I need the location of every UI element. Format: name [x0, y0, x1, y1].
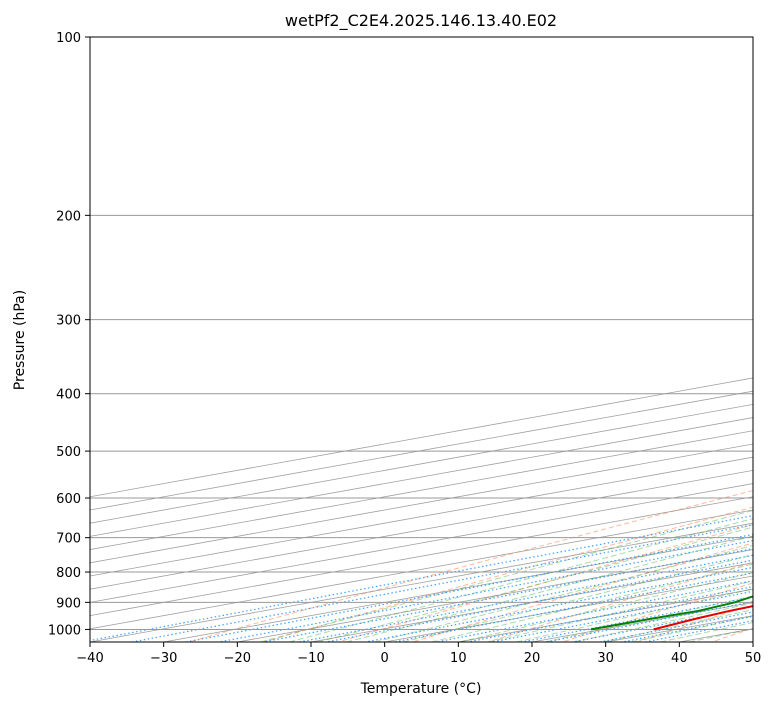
isotherm-line — [458, 588, 753, 642]
y-axis-label: Pressure (hPa) — [12, 290, 28, 390]
moist-adiabat-line — [516, 588, 753, 642]
isotherm-line — [90, 496, 753, 617]
moist-adiabat-line — [317, 526, 753, 642]
y-tick-label: 400 — [56, 388, 81, 403]
y-tick-label: 1000 — [48, 623, 81, 638]
dewpoint-line — [590, 595, 753, 631]
moist-adiabat-line — [602, 609, 753, 642]
dry-adiabat-line — [263, 506, 753, 642]
y-tick-label: 100 — [56, 31, 81, 46]
x-axis: −40 −30 −20 −10 0 10 20 30 40 50 — [76, 642, 761, 666]
dry-adiabat-line — [338, 524, 753, 642]
y-tick-label: 300 — [56, 314, 81, 329]
y-axis: 100 200 300 400 500 600 700 800 900 1000 — [48, 31, 90, 638]
dry-adiabat-line — [188, 490, 753, 642]
y-tick-label: 700 — [56, 532, 81, 547]
x-tick-label: 30 — [597, 651, 614, 666]
chart-title: wetPf2_C2E4.2025.146.13.40.E02 — [285, 11, 557, 31]
mixing-ratio-line — [185, 533, 753, 642]
isotherm-line — [163, 535, 753, 642]
mixing-ratio-line — [365, 566, 753, 642]
isotherm-line — [90, 456, 753, 577]
y-tick-label: 600 — [56, 492, 81, 507]
isotherm-line — [90, 483, 753, 603]
mixing-ratio-line — [546, 600, 753, 642]
y-tick-label: 500 — [56, 445, 81, 460]
x-tick-label: 0 — [381, 651, 389, 666]
moist-adiabat-line — [689, 628, 753, 642]
x-tick-label: 40 — [671, 651, 688, 666]
x-tick-label: −40 — [76, 651, 103, 666]
x-tick-label: 20 — [524, 651, 541, 666]
mixing-ratio-line — [492, 590, 753, 642]
moist-adiabat-line — [288, 518, 753, 642]
mixing-ratio-line — [218, 539, 753, 642]
moist-adiabat-line — [660, 621, 753, 642]
isotherm-line — [90, 430, 753, 550]
dry-adiabat-line — [412, 542, 753, 642]
y-tick-label: 800 — [56, 566, 81, 581]
isotherm-line — [384, 575, 753, 642]
isotherm-line — [90, 390, 753, 511]
moist-adiabat-line — [260, 509, 753, 642]
isotherm-line — [90, 377, 753, 498]
moist-adiabat-line — [402, 554, 753, 642]
x-tick-label: −30 — [150, 651, 177, 666]
isotherm-line — [90, 469, 753, 590]
series-group — [590, 595, 753, 631]
moist-adiabat-line — [459, 572, 753, 642]
x-tick-label: 50 — [745, 651, 762, 666]
mixing-ratio-line — [90, 515, 753, 642]
y-tick-label: 900 — [56, 596, 81, 611]
isotherm-line — [90, 509, 753, 630]
x-axis-label: Temperature (°C) — [360, 681, 482, 697]
mixing-ratio-line — [645, 620, 753, 642]
y-tick-label: 200 — [56, 209, 81, 224]
mixing-ratio-line — [299, 554, 753, 642]
isotherm-line — [90, 443, 753, 564]
background-lines — [90, 37, 753, 642]
x-tick-label: −20 — [224, 651, 251, 666]
x-tick-label: −10 — [297, 651, 324, 666]
dry-adiabat-line — [636, 604, 753, 642]
moist-adiabat-line — [544, 595, 753, 642]
isotherm-line — [310, 562, 753, 642]
moist-adiabat-line — [374, 544, 753, 642]
moist-adiabat-line — [431, 563, 753, 642]
isotherm-line — [531, 601, 753, 642]
plot-frame — [89, 36, 754, 643]
isotherm-line — [237, 549, 753, 642]
moist-adiabat-line — [346, 535, 753, 642]
isotherm-line — [752, 641, 753, 642]
x-tick-label: 10 — [450, 651, 467, 666]
isotherm-line — [90, 522, 753, 642]
isotherm-line — [90, 403, 753, 524]
isotherm-line — [90, 417, 753, 537]
